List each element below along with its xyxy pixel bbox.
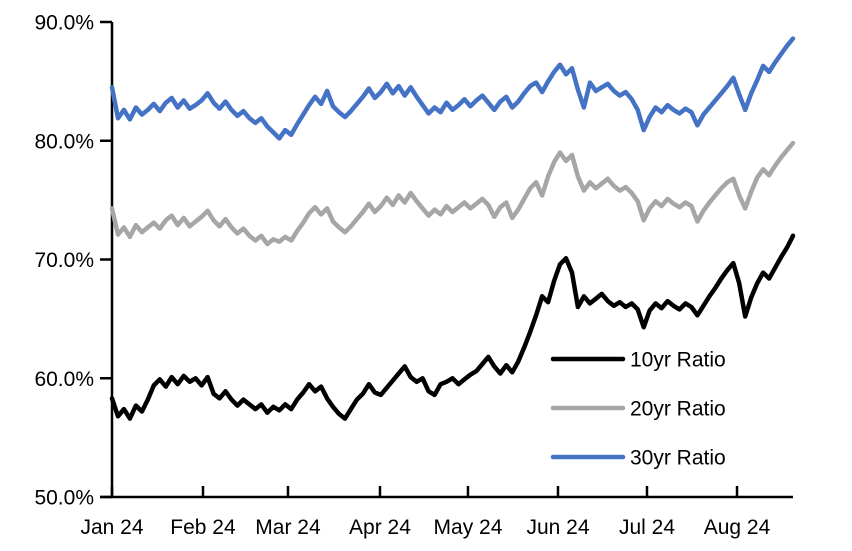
y-tick-label-3: 60.0% (34, 368, 94, 391)
y-tick-label-1: 80.0% (34, 130, 94, 153)
x-tick-label-2: Mar 24 (255, 516, 321, 539)
y-tick-label-0: 90.0% (34, 12, 94, 35)
y-tick-label-4: 50.0% (34, 487, 94, 510)
series-line-20yr-ratio (109, 140, 796, 247)
legend-label-30yr-ratio: 30yr Ratio (630, 447, 726, 470)
x-tick-label-6: Jul 24 (619, 516, 675, 539)
x-tick-label-7: Aug 24 (704, 516, 771, 539)
y-tick-label-2: 70.0% (34, 249, 94, 272)
legend-label-10yr-ratio: 10yr Ratio (630, 349, 726, 372)
x-tick-label-4: May 24 (434, 516, 503, 539)
x-tick-label-3: Apr 24 (349, 516, 411, 539)
series-line-30yr-ratio (109, 36, 796, 141)
x-tick-label-5: Jun 24 (526, 516, 589, 539)
x-tick-label-0: Jan 24 (80, 516, 143, 539)
x-tick-label-1: Feb 24 (170, 516, 236, 539)
legend-label-20yr-ratio: 20yr Ratio (630, 398, 726, 421)
series-line-10yr-ratio (109, 233, 796, 421)
